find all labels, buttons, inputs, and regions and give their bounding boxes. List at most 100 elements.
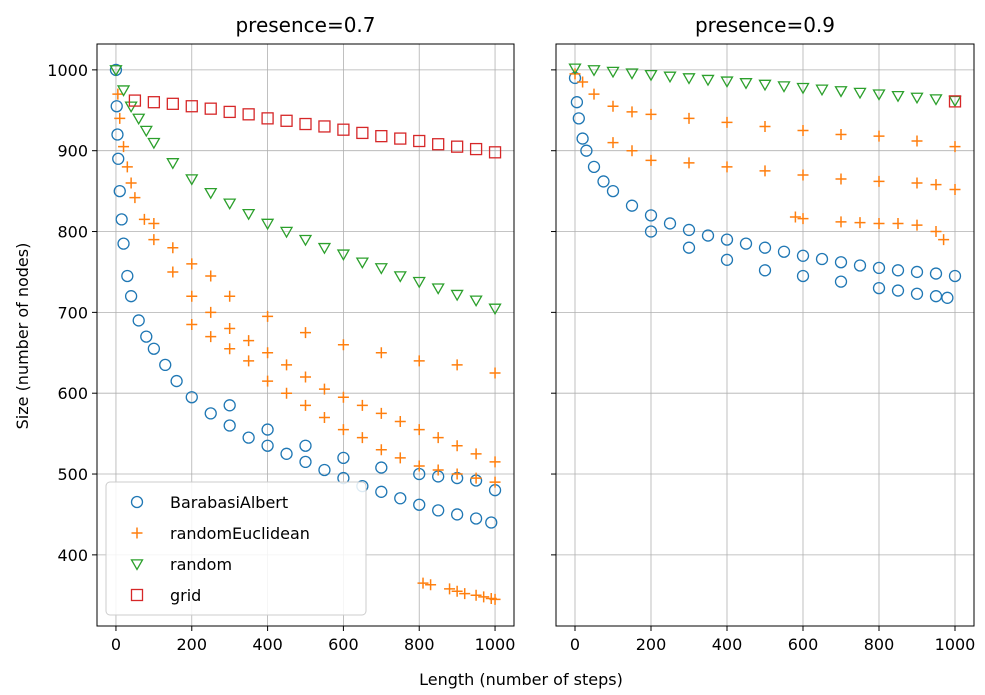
data-point — [853, 87, 867, 100]
data-point — [911, 177, 923, 189]
data-point — [777, 81, 791, 93]
data-point — [683, 112, 695, 124]
data-point — [625, 68, 639, 80]
data-point — [394, 492, 407, 505]
data-point — [626, 145, 638, 157]
data-point — [148, 217, 160, 229]
data-point — [413, 424, 425, 436]
data-point — [432, 464, 444, 476]
data-point — [910, 287, 924, 300]
legend-marker-square — [130, 588, 144, 602]
data-point — [167, 266, 179, 278]
data-point — [873, 130, 885, 142]
data-point — [394, 132, 407, 145]
data-point — [929, 94, 943, 106]
data-point — [929, 267, 943, 280]
data-point — [682, 73, 696, 85]
chart-panel-2: 0 200 400 600 800 1000 presence=0.9 — [551, 13, 975, 654]
data-point — [412, 276, 426, 289]
data-point — [644, 225, 658, 238]
data-point — [185, 100, 198, 113]
data-point — [720, 253, 734, 266]
data-point — [587, 65, 601, 77]
data-point — [167, 242, 179, 254]
data-point — [117, 237, 130, 250]
data-point — [300, 399, 311, 411]
y-axis-label: Size (number of nodes) — [13, 243, 32, 430]
legend-label: randomEuclidean — [170, 524, 310, 543]
data-point — [139, 125, 153, 138]
data-point — [113, 184, 126, 198]
data-point — [834, 86, 848, 98]
series-barabasialbert-upper-band — [223, 399, 502, 497]
data-point — [318, 120, 331, 133]
x-axis-label: Length (number of steps) — [419, 670, 623, 689]
data-point — [432, 504, 445, 517]
data-point — [489, 456, 501, 468]
data-point — [891, 264, 905, 277]
data-point — [796, 249, 810, 262]
data-point — [489, 367, 501, 379]
x-tick-label: 400 — [252, 635, 283, 654]
data-point — [393, 271, 407, 283]
data-point — [111, 128, 124, 141]
data-point — [147, 137, 161, 150]
y-tick-label: 400 — [57, 546, 88, 565]
data-point — [413, 134, 426, 148]
data-point — [186, 318, 198, 330]
series-random — [109, 65, 502, 316]
data-point — [140, 330, 153, 343]
x-tick-label: 1000 — [935, 635, 976, 654]
data-point — [789, 211, 801, 223]
data-point — [459, 588, 471, 600]
data-point — [375, 347, 387, 359]
x-tick-label: 800 — [404, 635, 435, 654]
data-point — [758, 241, 772, 254]
data-point — [394, 415, 406, 427]
data-point — [337, 339, 349, 351]
data-point — [261, 423, 274, 436]
data-point — [607, 137, 619, 149]
data-point — [739, 78, 753, 90]
data-point — [280, 447, 293, 460]
data-point — [835, 173, 847, 185]
data-point — [147, 96, 161, 109]
data-point — [116, 85, 131, 97]
data-point — [682, 223, 696, 237]
data-point — [444, 583, 456, 595]
data-point — [720, 233, 734, 246]
data-point — [413, 460, 425, 472]
data-point — [186, 290, 198, 302]
legend-item: randomEuclidean — [131, 524, 310, 543]
x-tick-label: 400 — [712, 635, 743, 654]
data-point — [205, 331, 217, 343]
data-point — [721, 161, 733, 173]
legend-item: grid — [130, 586, 201, 605]
legend-label: grid — [170, 586, 201, 605]
data-point — [299, 117, 312, 131]
data-point — [224, 323, 236, 335]
y-tick-label: 900 — [57, 142, 88, 161]
data-point — [873, 217, 885, 229]
series-randomeuclidean-outliers — [417, 577, 501, 605]
data-point — [337, 391, 349, 403]
data-point — [204, 407, 217, 420]
data-point — [577, 76, 589, 88]
data-point — [644, 209, 658, 222]
data-point — [815, 252, 829, 266]
data-point — [299, 455, 312, 469]
data-point — [432, 432, 444, 444]
data-point — [683, 157, 695, 169]
data-point — [758, 264, 772, 277]
data-point — [580, 144, 593, 157]
data-point — [450, 289, 464, 302]
data-point — [949, 184, 961, 195]
data-point — [488, 146, 502, 159]
series-grid — [128, 94, 502, 159]
data-point — [470, 448, 482, 460]
data-point — [663, 217, 677, 230]
series-randomeuclidean-lower-band — [607, 137, 961, 195]
data-point — [758, 79, 772, 92]
y-tick-label: 500 — [57, 465, 88, 484]
data-point — [166, 158, 180, 170]
